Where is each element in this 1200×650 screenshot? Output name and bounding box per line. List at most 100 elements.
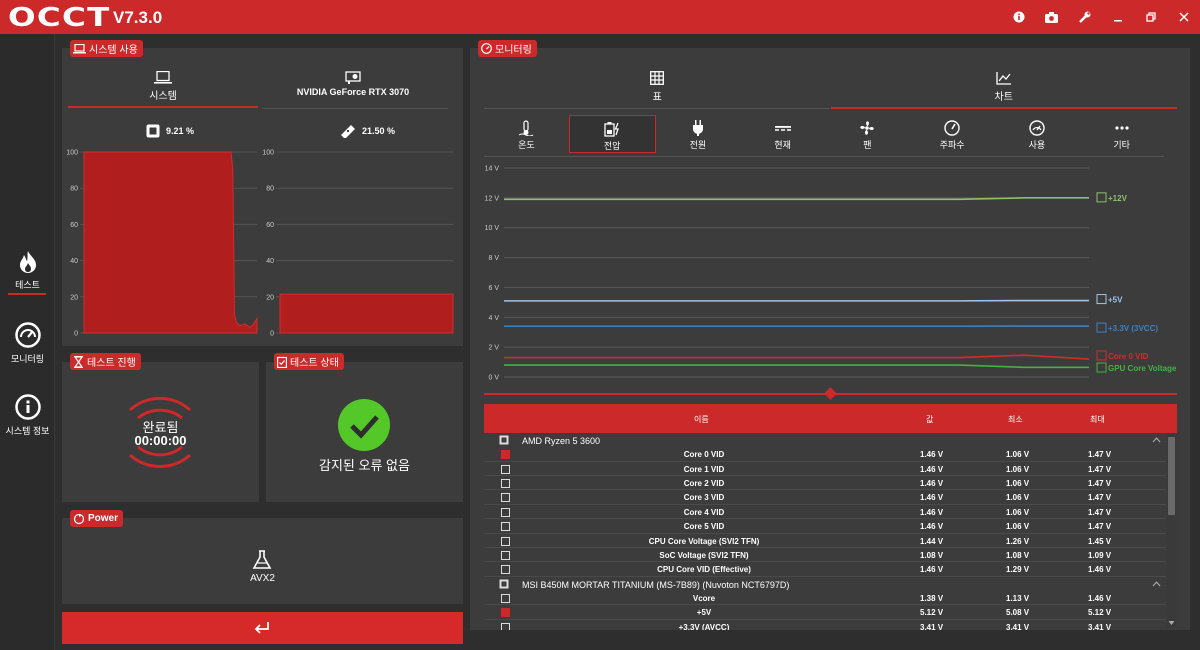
table-row[interactable]: Core 5 VID 1.46 V 1.06 V 1.47 V [484, 519, 1166, 534]
row-checkbox[interactable] [501, 608, 510, 618]
sidebar-item-monitoring[interactable]: 모니터링 [0, 322, 55, 365]
panel-bottom-edge [470, 630, 1190, 650]
camera-icon[interactable] [1035, 0, 1068, 34]
wrench-icon[interactable] [1068, 0, 1101, 34]
row-checkbox[interactable] [501, 493, 510, 503]
row-checkbox[interactable] [501, 507, 510, 517]
table-row[interactable]: CPU Core VID (Effective) 1.46 V 1.29 V 1.46… [484, 562, 1166, 577]
gpu-usage-chart: 100 80 60 40 20 0 [262, 150, 454, 338]
subtab-current[interactable]: 현재 [740, 115, 825, 153]
flame-icon [19, 251, 36, 273]
sensor-value: 1.46 V [920, 565, 944, 575]
close-icon[interactable] [1167, 0, 1200, 34]
table-row[interactable]: Core 3 VID 1.46 V 1.06 V 1.47 V [484, 490, 1166, 505]
sensor-group-row[interactable]: MSI B450M MORTAR TITANIUM (MS-7B89) (Nuv… [484, 577, 1166, 591]
sensor-max: 1.47 V [1088, 479, 1112, 488]
tab-system[interactable]: 시스템 [68, 71, 258, 108]
axis-tick-label: 20 [70, 294, 78, 301]
column-value[interactable]: 값 [926, 415, 934, 424]
sidebar-item-test[interactable]: 테스트 [0, 250, 55, 295]
axis-tick-label: 80 [266, 186, 274, 193]
minimize-icon[interactable] [1101, 0, 1134, 34]
subtab-label: 온도 [518, 140, 535, 150]
restore-icon[interactable] [1134, 0, 1167, 34]
table-row[interactable]: Core 0 VID 1.46 V 1.06 V 1.47 V [484, 447, 1166, 462]
power-panel [62, 518, 463, 604]
subtab-fan[interactable]: 팬 [825, 115, 910, 153]
subtab-frequency[interactable]: 주파수 [910, 115, 995, 153]
sensor-max: 1.47 V [1088, 522, 1112, 532]
sensor-min: 1.08 V [1006, 551, 1030, 560]
cpu-usage-chart: 100 80 60 40 20 0 [66, 150, 258, 338]
tab-table[interactable]: 표 [484, 71, 831, 103]
flask-icon [252, 550, 272, 569]
legend-text: Core 0 VID [1108, 352, 1149, 361]
row-checkbox[interactable] [501, 522, 510, 532]
y-tick-label: 10 V [485, 225, 500, 232]
start-button[interactable] [62, 612, 463, 644]
table-row[interactable]: CPU Core Voltage (SVI2 TFN) 1.44 V 1.26 V 1… [484, 534, 1166, 548]
sensor-value: 1.46 V [920, 479, 944, 488]
sidebar: 테스트 모니터링 시스템 정보 [0, 34, 55, 650]
table-row[interactable]: Core 2 VID 1.46 V 1.06 V 1.47 V [484, 476, 1166, 491]
table-row[interactable]: +5V 5.12 V 5.08 V 5.12 V [484, 605, 1166, 620]
column-max[interactable]: 최대 [1090, 415, 1105, 424]
table-row[interactable]: Core 1 VID 1.46 V 1.06 V 1.47 V [484, 462, 1166, 476]
sensor-name: SoC Voltage (SVI2 TFN) [659, 551, 749, 560]
legend-swatch [1096, 294, 1107, 305]
sensor-group-row[interactable]: AMD Ryzen 5 3600 [484, 433, 1166, 447]
table-scrollbar[interactable] [1166, 433, 1177, 628]
row-checkbox[interactable] [501, 551, 510, 560]
scrollbar-thumb[interactable] [1168, 437, 1175, 515]
chevron-up-icon[interactable] [1152, 435, 1161, 445]
sensor-min: 1.06 V [1006, 464, 1030, 474]
sensor-name: Core 2 VID [683, 479, 725, 488]
subtab-temperature[interactable]: 온도 [484, 115, 569, 153]
axis-tick-label: 100 [66, 150, 78, 157]
subtab-other[interactable]: 기타 [1079, 115, 1164, 153]
axis-tick-label: 40 [266, 258, 274, 265]
row-checkbox[interactable] [501, 565, 510, 575]
title-bar: OCCT V7.3.0 [0, 0, 1200, 34]
system-usage-tag: 시스템 사용 [70, 40, 143, 57]
column-name[interactable]: 이름 [694, 415, 709, 424]
table-row[interactable]: Core 4 VID 1.46 V 1.06 V 1.47 V [484, 505, 1166, 520]
y-tick-label: 6 V [488, 285, 499, 292]
more-dots-icon [1115, 126, 1129, 130]
check-circle-icon [338, 399, 390, 451]
chevron-down-icon[interactable] [1168, 620, 1175, 626]
sidebar-item-system-info[interactable]: 시스템 정보 [0, 394, 55, 437]
line-chart-icon [996, 72, 1011, 85]
laptop-icon [73, 43, 86, 53]
row-checkbox[interactable] [501, 450, 510, 460]
test-progress-panel [62, 362, 259, 502]
clipboard-icon [277, 356, 287, 368]
subtab-label: 사용 [1028, 140, 1046, 150]
chevron-up-icon[interactable] [1152, 579, 1161, 589]
axis-tick-label: 20 [266, 294, 274, 301]
tab-gpu[interactable]: NVIDIA GeForce RTX 3070 [258, 71, 448, 102]
column-min[interactable]: 최소 [1008, 415, 1023, 424]
subtab-voltage[interactable]: 전압 [568, 115, 656, 153]
sensor-max: 1.45 V [1088, 536, 1112, 546]
cpu-usage-label: 9.21 % [146, 124, 194, 138]
voltage-chart: 14 V 12 V 10 V 8 V 6 V 4 V 2 V 0 V +12V +5V +3.3V … [485, 166, 1177, 382]
subtab-usage[interactable]: 사용 [995, 115, 1080, 153]
info-icon[interactable] [1002, 0, 1035, 34]
sensor-name: Core 5 VID [683, 522, 725, 532]
row-checkbox[interactable] [501, 594, 510, 603]
table-row[interactable]: SoC Voltage (SVI2 TFN) 1.08 V 1.08 V 1.09 V [484, 548, 1166, 563]
table-row[interactable]: Vcore 1.38 V 1.13 V 1.46 V [484, 591, 1166, 606]
row-checkbox[interactable] [501, 464, 510, 474]
tab-chart[interactable]: 차트 [830, 71, 1178, 109]
row-checkbox[interactable] [501, 479, 510, 488]
y-tick-label: 0 V [488, 375, 499, 382]
y-tick-label: 4 V [488, 315, 499, 322]
subtab-power[interactable]: 전원 [656, 115, 741, 153]
power-tag: Power [70, 510, 124, 527]
info-circle-icon [14, 394, 41, 420]
row-checkbox[interactable] [501, 536, 510, 546]
sensor-value: 1.46 V [920, 450, 944, 460]
grid-table-icon [650, 71, 665, 85]
tab-label: 표 [652, 92, 662, 103]
